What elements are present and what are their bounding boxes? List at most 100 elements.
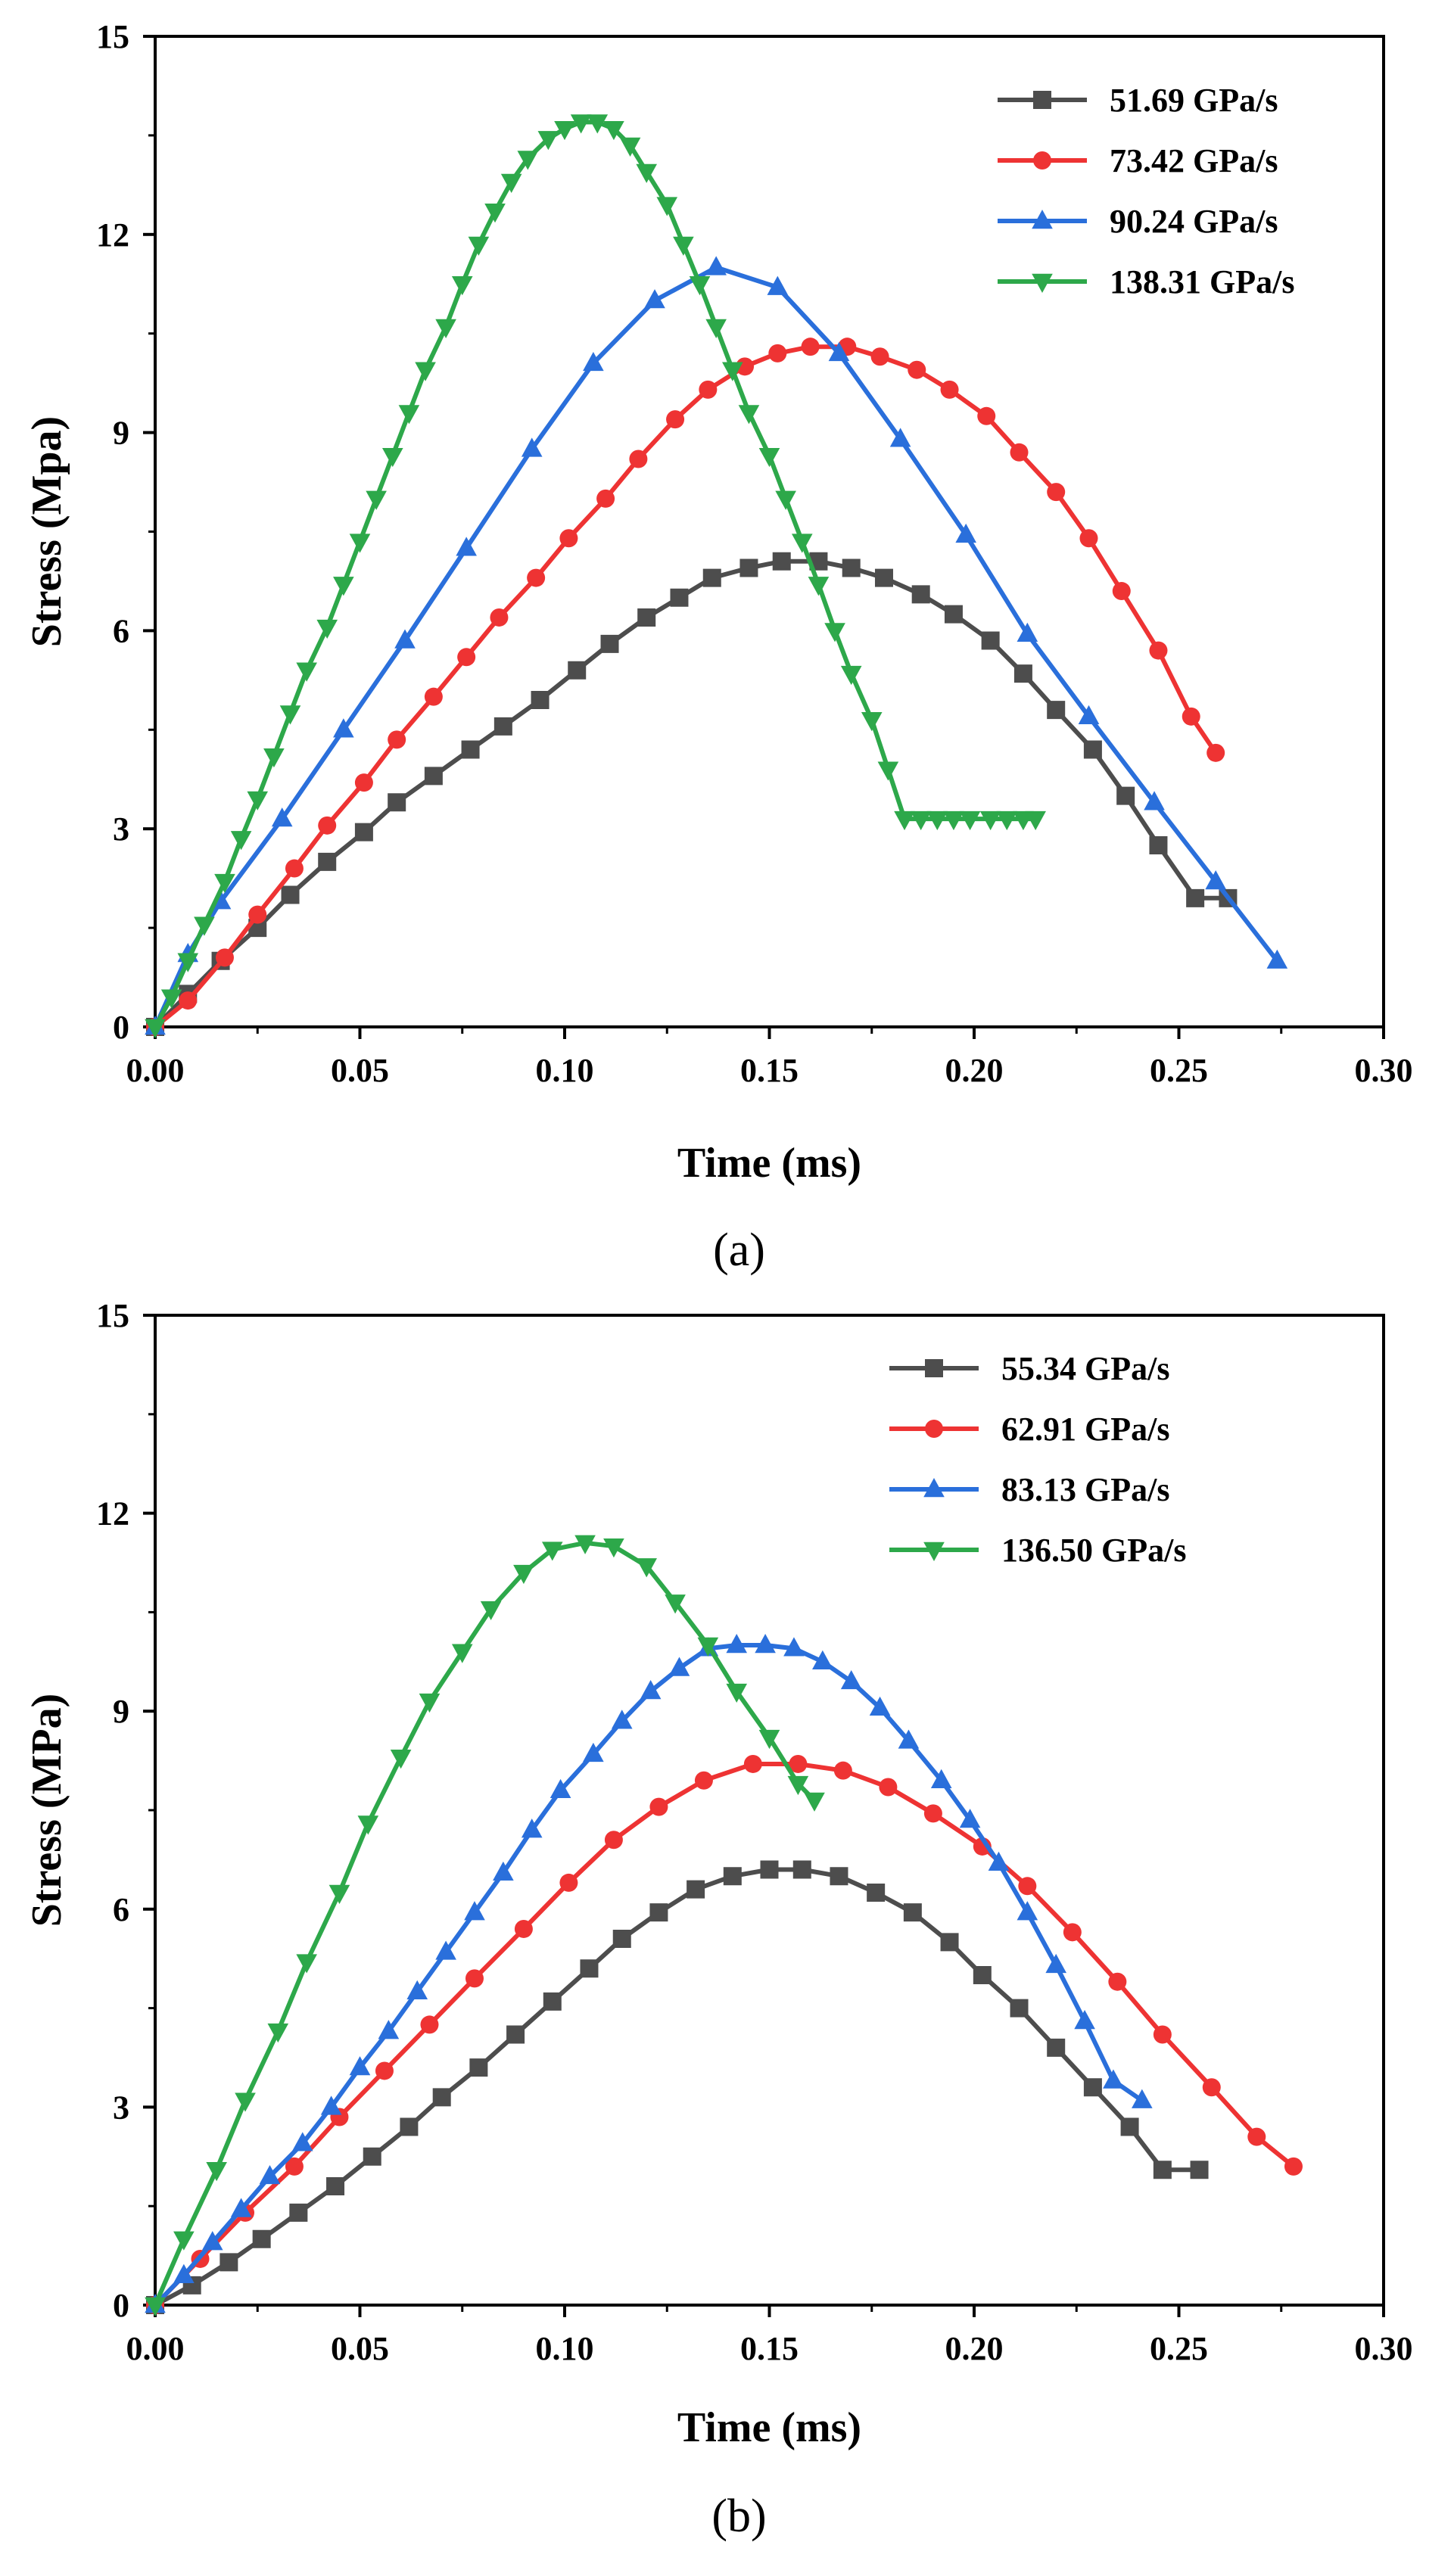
data-point [959,1809,981,1828]
data-point [673,236,694,256]
data-point [1010,443,1029,462]
data-point [419,1693,441,1713]
data-point [783,1637,805,1657]
data-point [354,823,373,842]
data-point [461,740,480,759]
data-point [451,1644,473,1663]
data-point [959,810,981,831]
data-point [521,1818,543,1838]
data-point [521,437,543,457]
data-point [296,662,317,682]
data-point [451,276,473,296]
data-point [755,1634,776,1654]
data-point [1116,786,1135,805]
series-138-31-gpa-s [145,114,1046,1038]
x-tick-label: 0.05 [331,1052,389,1089]
data-point [398,405,420,425]
data-point [1247,2127,1266,2146]
data-point [349,2056,371,2076]
data-point [568,661,587,680]
data-point [808,577,830,596]
data-point [326,2177,345,2196]
data-point [527,568,546,587]
data-point [490,608,509,627]
data-point [702,568,721,587]
y-tick-label: 9 [113,1693,129,1730]
series-136-50-gpa-s [145,1535,825,2316]
data-point [394,629,416,649]
y-tick-label: 3 [113,2089,129,2126]
data-point [267,2023,289,2043]
data-point [194,916,215,936]
data-point [318,816,337,835]
y-tick-label: 12 [96,1495,129,1532]
y-tick-label: 3 [113,810,129,848]
data-point [723,1867,742,1886]
series-62-91-gpa-s [146,1754,1303,2314]
data-point [316,619,338,639]
data-point [550,1778,571,1799]
y-tick-label: 15 [96,1297,129,1334]
y-tick-label: 0 [113,1009,129,1046]
data-point [465,1969,484,1988]
y-tick-label: 9 [113,415,129,452]
data-point [513,1564,534,1585]
data-point [400,2117,419,2136]
data-point [944,605,963,624]
data-point [812,1650,833,1669]
data-point [570,114,592,134]
data-point [636,1558,657,1578]
data-point [809,552,828,571]
y-axis-title: Stress (Mpa) [23,416,70,647]
data-point [988,1851,1010,1871]
data-point [981,631,1000,650]
data-point [697,1637,719,1657]
data-point [1017,1901,1038,1921]
data-point [644,289,665,309]
data-point [903,1903,922,1922]
data-point [842,558,861,577]
data-point [406,1980,428,1999]
y-tick-label: 15 [96,18,129,55]
series-line [153,265,1280,1029]
data-point [1083,2078,1102,2097]
data-point [668,1657,690,1676]
data-point [926,810,948,831]
data-point [833,1761,852,1780]
data-point [940,380,959,399]
data-point [214,873,235,894]
data-point [666,410,685,429]
data-point [1078,705,1100,725]
data-point [596,489,615,508]
series-line [153,558,1231,1029]
legend-marker [923,1478,945,1498]
y-tick-label: 12 [96,216,129,254]
data-point [867,1884,886,1902]
data-point [1017,622,1038,642]
legend: 55.34 GPa/s 62.91 GPa/s 83.13 GPa/s 136.50 … [889,1350,1186,1569]
data-point [787,1775,809,1796]
data-point [357,1815,379,1835]
data-point [235,2092,256,2112]
data-point [840,1669,862,1690]
y-tick-label: 6 [113,612,129,649]
data-point [861,712,883,732]
x-tick-label: 0.30 [1355,1052,1413,1089]
data-point [1103,2069,1124,2089]
x-tick-label: 0.10 [536,1052,594,1089]
data-point [670,588,689,607]
data-point [349,534,371,553]
x-tick-label: 0.30 [1355,2330,1413,2367]
data-point [220,2253,238,2272]
data-point [879,1778,898,1797]
legend-label: 136.50 GPa/s [1001,1532,1186,1569]
data-point [792,1860,811,1879]
data-point [179,991,198,1010]
data-point [801,338,820,356]
legend-marker [1033,151,1051,170]
data-point [1047,701,1066,720]
data-point [296,1954,317,1974]
data-point [830,1867,848,1886]
data-point [424,687,443,706]
data-point [469,2058,488,2077]
